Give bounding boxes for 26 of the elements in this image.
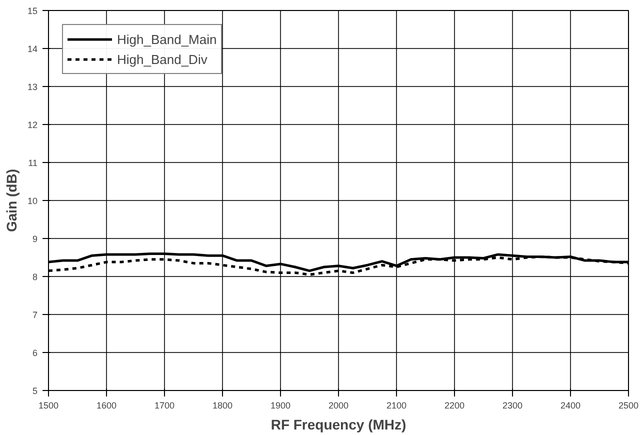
x-tick-label: 2100 xyxy=(386,400,407,410)
y-tick-label: 5 xyxy=(32,386,38,396)
y-axis-title: Gain (dB) xyxy=(3,168,20,232)
x-tick-label: 2000 xyxy=(328,400,349,410)
legend-label: High_Band_Div xyxy=(117,52,208,66)
x-axis-title: RF Frequency (MHz) xyxy=(270,416,406,432)
y-tick-label: 14 xyxy=(27,44,38,54)
y-tick-label: 8 xyxy=(32,272,38,282)
y-tick-label: 6 xyxy=(32,348,38,358)
x-tick-label: 1900 xyxy=(270,400,291,410)
y-tick-label: 11 xyxy=(28,158,38,168)
legend-label: High_Band_Main xyxy=(117,32,217,46)
x-tick-label: 2500 xyxy=(618,400,639,410)
y-tick-label: 15 xyxy=(27,6,38,16)
y-tick-label: 10 xyxy=(27,196,38,206)
x-tick-label: 1600 xyxy=(96,400,117,410)
x-tick-label: 2400 xyxy=(560,400,581,410)
x-tick-label: 1800 xyxy=(212,400,233,410)
y-tick-label: 13 xyxy=(27,82,38,92)
x-tick-label: 1500 xyxy=(38,400,59,410)
y-tick-label: 12 xyxy=(27,120,38,130)
x-tick-label: 2300 xyxy=(502,400,523,410)
x-tick-label: 2200 xyxy=(444,400,465,410)
y-tick-label: 9 xyxy=(32,234,38,244)
y-tick-label: 7 xyxy=(32,310,38,320)
x-tick-label: 1700 xyxy=(154,400,175,410)
